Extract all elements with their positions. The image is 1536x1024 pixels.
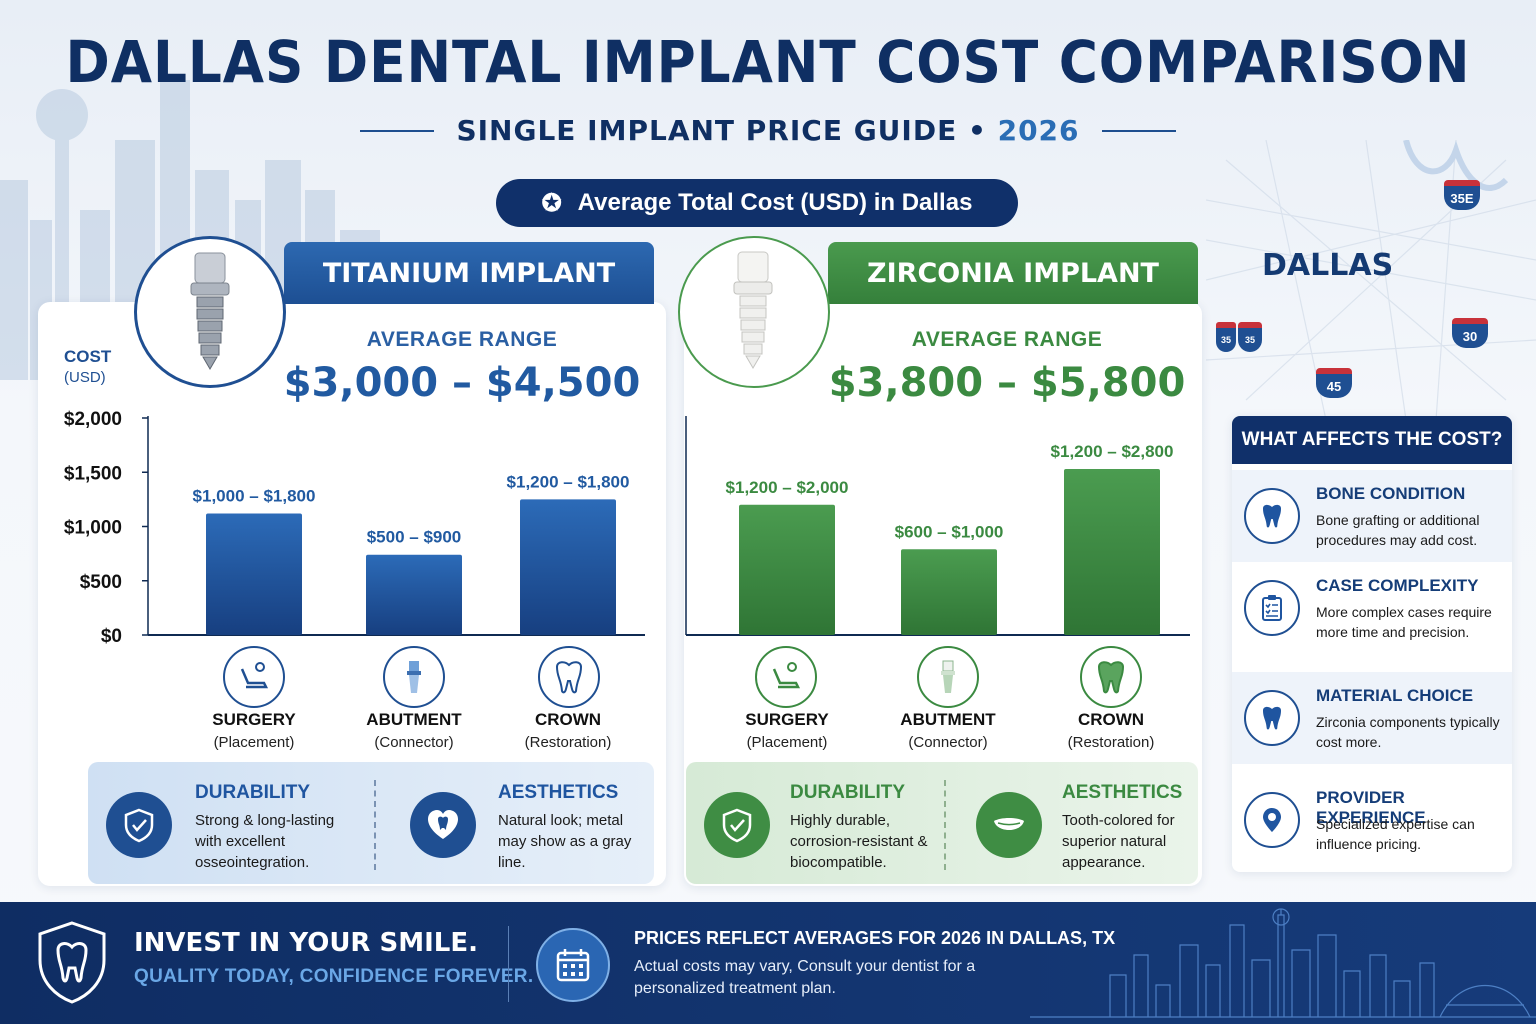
category-name: ABUTMENT — [366, 710, 462, 729]
factor-provider-experience: PROVIDER EXPERIENCE Specialized expertis… — [1232, 774, 1512, 866]
zirconia-implant-header: ZIRCONIA IMPLANT — [828, 242, 1198, 304]
subtitle-rule-right — [1101, 129, 1176, 132]
factor-text: Specialized expertise can influence pric… — [1316, 816, 1475, 852]
factor-material-choice: MATERIAL CHOICE Zirconia components typi… — [1232, 672, 1512, 764]
category-note: (Connector) — [908, 734, 988, 751]
highway-shield-35e: 35E — [1444, 180, 1480, 210]
zirconia-category-abutment: ABUTMENT (Connector) — [873, 710, 1023, 751]
highway-shield-35: 35 — [1216, 322, 1236, 352]
zirconia-average-range-value: $3,800 – $5,800 — [828, 360, 1186, 406]
titanium-average-range-label: AVERAGE RANGE — [366, 328, 558, 351]
titanium-durability-text: Strong & long-lasting with excellent oss… — [195, 812, 335, 871]
highway-shield-45: 45 — [1316, 368, 1352, 398]
zirconia-durability-text: Highly durable, corrosion-resistant & bi… — [790, 812, 928, 871]
zirconia-aesthetics-title: AESTHETICS — [1062, 782, 1183, 803]
category-note: (Restoration) — [1067, 734, 1155, 751]
titanium-category-abutment: ABUTMENT (Connector) — [339, 710, 489, 751]
page-title: DALLAS DENTAL IMPLANT COST COMPARISON — [65, 28, 1471, 96]
subtitle-rule-left — [360, 129, 435, 132]
average-cost-pill: ✪ Average Total Cost (USD) in Dallas — [496, 179, 1018, 227]
star-icon: ✪ — [541, 189, 562, 217]
footer-divider — [508, 926, 509, 1002]
category-note: (Placement) — [213, 734, 295, 751]
tooth-icon — [1244, 690, 1300, 746]
dental-chair-icon — [223, 646, 285, 708]
zirconia-category-surgery: SURGERY (Placement) — [712, 710, 862, 751]
factor-text: More complex cases require more time and… — [1316, 604, 1492, 640]
footer-note-title: PRICES REFLECT AVERAGES FOR 2026 IN DALL… — [634, 928, 1116, 948]
shield-check-icon — [106, 792, 172, 858]
zirconia-aesthetics-text: Tooth-colored for superior natural appea… — [1062, 812, 1175, 871]
shield-check-icon — [704, 792, 770, 858]
titanium-durability-title: DURABILITY — [195, 782, 311, 803]
tooth-shield-logo — [38, 921, 106, 1004]
y-axis-title: COST (USD) — [64, 346, 111, 388]
calendar-icon — [536, 928, 610, 1002]
titanium-aesthetics-text: Natural look; metal may show as a gray l… — [498, 812, 632, 871]
highway-shield-35: 35 — [1238, 322, 1262, 352]
feature-divider — [374, 780, 376, 870]
titanium-category-crown: CROWN (Restoration) — [493, 710, 643, 751]
crown-tooth-icon — [1080, 646, 1142, 708]
footer-note-text: Actual costs may vary, Consult your dent… — [634, 958, 976, 997]
factor-text: Zirconia components typically cost more. — [1316, 714, 1500, 750]
abutment-icon — [917, 646, 979, 708]
factor-bone-condition: BONE CONDITION Bone grafting or addition… — [1232, 470, 1512, 562]
map-city-label: DALLAS — [1262, 248, 1394, 283]
zirconia-durability-title: DURABILITY — [790, 782, 906, 803]
zirconia-implant-image — [678, 236, 830, 388]
y-axis-unit: (USD) — [64, 369, 106, 387]
subtitle-year: 2026 — [997, 114, 1080, 147]
footer-headline: INVEST IN YOUR SMILE. — [134, 928, 478, 958]
factor-title: BONE CONDITION — [1316, 484, 1466, 503]
titanium-features-box — [88, 762, 654, 884]
page-subtitle: SINGLE IMPLANT PRICE GUIDE • 2026 — [456, 114, 1079, 147]
titanium-category-surgery: SURGERY (Placement) — [179, 710, 329, 751]
tooth-icon — [1244, 488, 1300, 544]
cost-factors-card: WHAT AFFECTS THE COST? BONE CONDITION Bo… — [1232, 416, 1512, 872]
category-note: (Placement) — [746, 734, 828, 751]
footer-skyline-outline — [1030, 908, 1536, 1018]
category-name: CROWN — [1077, 710, 1145, 729]
y-axis-label: COST — [64, 347, 112, 366]
zirconia-category-crown: CROWN (Restoration) — [1036, 710, 1186, 751]
zirconia-average-range-label: AVERAGE RANGE — [911, 328, 1103, 351]
factor-text: Bone grafting or additional procedures m… — [1316, 512, 1480, 548]
feature-divider — [944, 780, 946, 870]
factor-title: PROVIDER EXPERIENCE — [1316, 788, 1426, 827]
titanium-implant-icon — [190, 252, 230, 370]
factor-title: CASE COMPLEXITY — [1316, 576, 1479, 595]
category-name: SURGERY — [745, 710, 829, 729]
location-pin-icon — [1244, 792, 1300, 848]
category-note: (Restoration) — [524, 734, 612, 751]
footer-tagline: QUALITY TODAY, CONFIDENCE FOREVER. — [134, 966, 534, 987]
clipboard-icon — [1244, 580, 1300, 636]
subtitle-row: SINGLE IMPLANT PRICE GUIDE • 2026 — [0, 114, 1536, 147]
factor-title: MATERIAL CHOICE — [1316, 686, 1474, 705]
category-name: CROWN — [534, 710, 602, 729]
footer-banner — [0, 902, 1536, 1024]
category-name: SURGERY — [212, 710, 296, 729]
subtitle-text: SINGLE IMPLANT PRICE GUIDE • — [456, 114, 987, 147]
titanium-implant-image — [134, 236, 286, 388]
abutment-icon — [383, 646, 445, 708]
zirconia-features-box — [686, 762, 1198, 884]
pill-label: Average Total Cost (USD) in Dallas — [577, 189, 973, 216]
zirconia-implant-icon — [733, 251, 773, 369]
titanium-aesthetics-title: AESTHETICS — [498, 782, 619, 803]
category-note: (Connector) — [374, 734, 454, 751]
highway-shield-30: 30 — [1452, 318, 1488, 348]
smile-icon — [976, 792, 1042, 858]
heart-tooth-icon — [410, 792, 476, 858]
cost-factors-heading: WHAT AFFECTS THE COST? — [1232, 416, 1512, 464]
factor-case-complexity: CASE COMPLEXITY More complex cases requi… — [1232, 562, 1512, 654]
crown-tooth-icon — [538, 646, 600, 708]
titanium-implant-header: TITANIUM IMPLANT — [284, 242, 654, 304]
category-name: ABUTMENT — [900, 710, 996, 729]
dental-chair-icon — [755, 646, 817, 708]
titanium-average-range-value: $3,000 – $4,500 — [283, 360, 641, 406]
